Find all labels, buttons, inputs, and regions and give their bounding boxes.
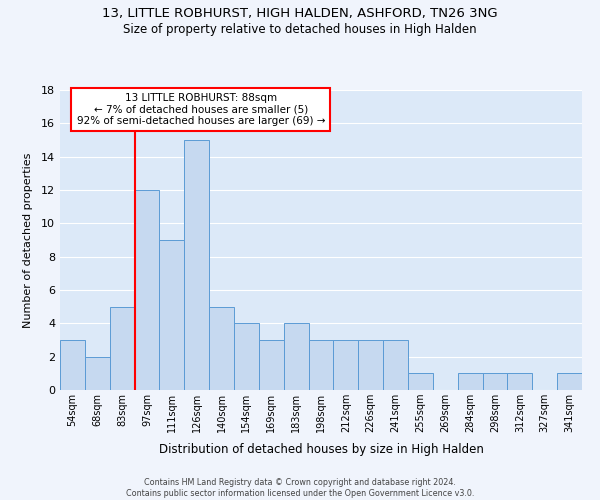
Bar <box>259 340 284 390</box>
Bar <box>508 374 532 390</box>
Bar <box>408 374 433 390</box>
Bar <box>85 356 110 390</box>
Bar <box>458 374 482 390</box>
Bar <box>209 306 234 390</box>
Text: 13 LITTLE ROBHURST: 88sqm
← 7% of detached houses are smaller (5)
92% of semi-de: 13 LITTLE ROBHURST: 88sqm ← 7% of detach… <box>77 93 325 126</box>
Y-axis label: Number of detached properties: Number of detached properties <box>23 152 32 328</box>
Bar <box>284 324 308 390</box>
Bar <box>60 340 85 390</box>
Bar <box>358 340 383 390</box>
Bar <box>184 140 209 390</box>
Bar <box>110 306 134 390</box>
Text: Contains HM Land Registry data © Crown copyright and database right 2024.
Contai: Contains HM Land Registry data © Crown c… <box>126 478 474 498</box>
Bar <box>234 324 259 390</box>
Text: Size of property relative to detached houses in High Halden: Size of property relative to detached ho… <box>123 22 477 36</box>
Text: 13, LITTLE ROBHURST, HIGH HALDEN, ASHFORD, TN26 3NG: 13, LITTLE ROBHURST, HIGH HALDEN, ASHFOR… <box>102 8 498 20</box>
Bar <box>482 374 508 390</box>
Bar <box>557 374 582 390</box>
Bar <box>383 340 408 390</box>
Bar <box>134 190 160 390</box>
Bar <box>334 340 358 390</box>
Bar <box>308 340 334 390</box>
Bar <box>160 240 184 390</box>
Text: Distribution of detached houses by size in High Halden: Distribution of detached houses by size … <box>158 442 484 456</box>
